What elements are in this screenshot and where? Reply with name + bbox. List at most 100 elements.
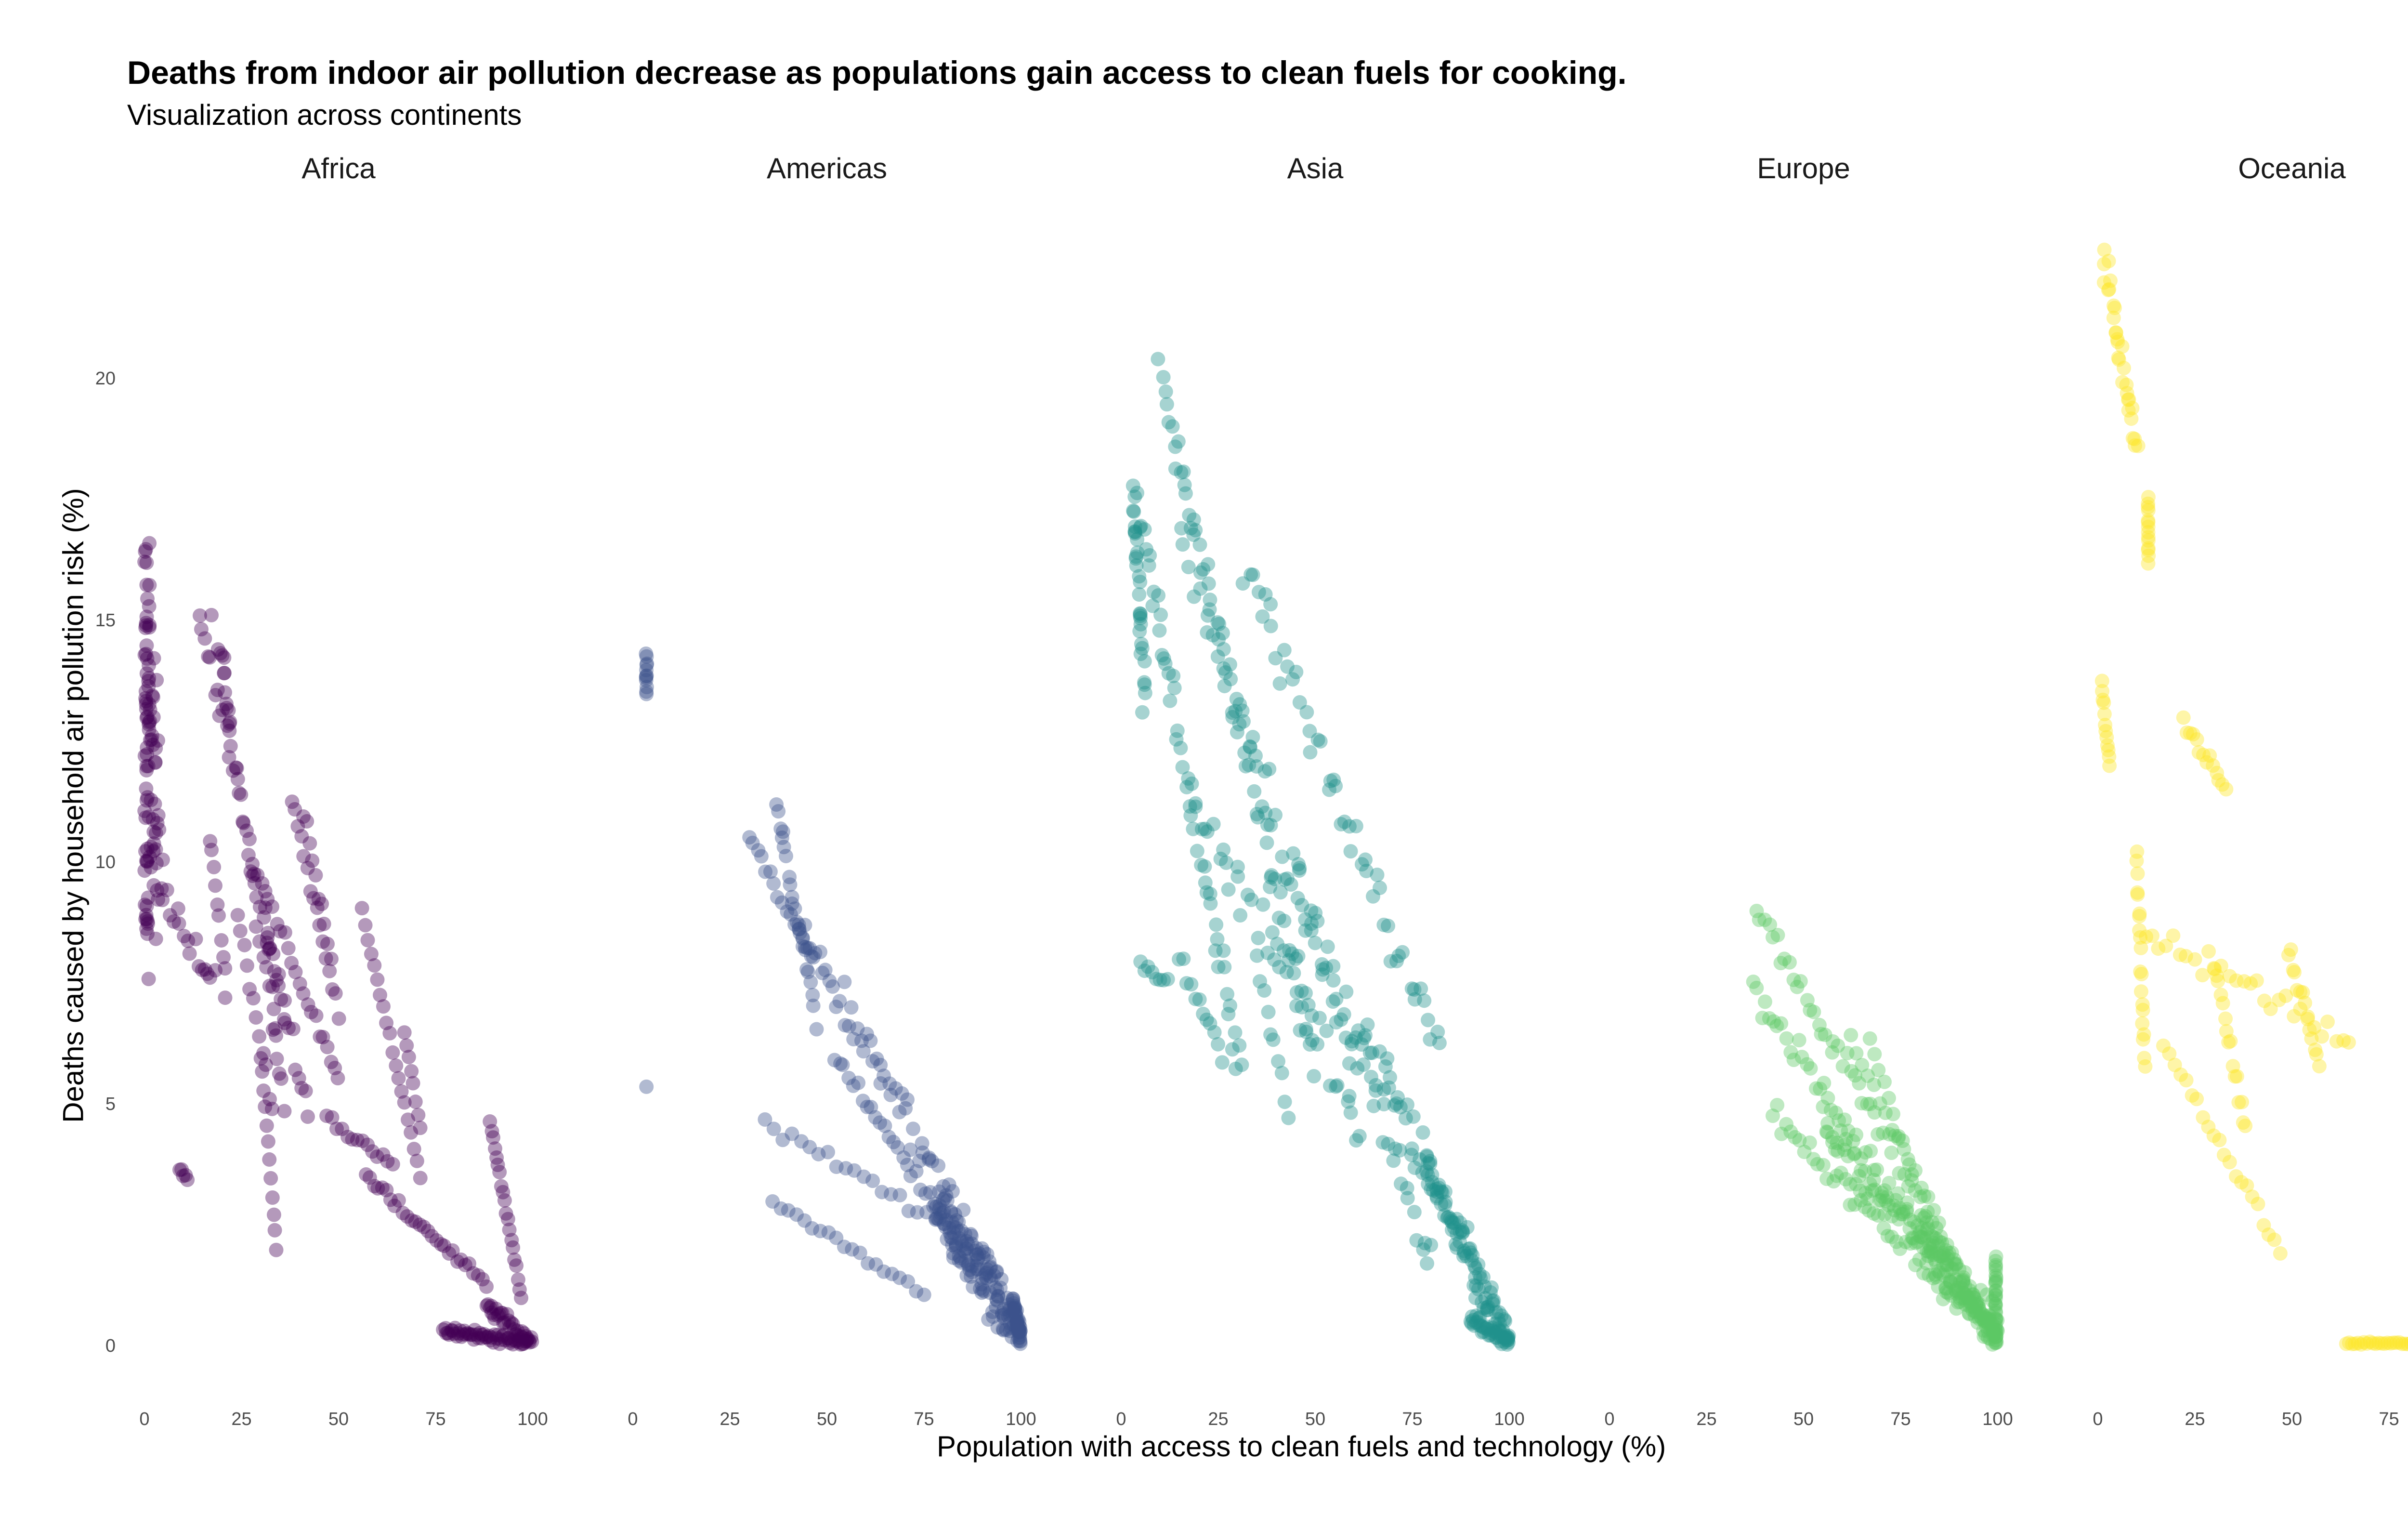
data-point [397,1025,412,1040]
data-point [2128,438,2143,453]
data-point [269,1052,284,1067]
data-point [1471,1282,1486,1297]
data-point [1940,1251,1955,1266]
data-point [892,1270,907,1285]
data-point [1133,520,1148,535]
data-point [1232,697,1247,712]
data-point [500,1212,515,1227]
data-point [487,1327,502,1342]
data-point [1982,1308,1997,1323]
data-point [2281,948,2296,963]
data-point [1009,1303,1024,1318]
data-point [1746,974,1761,989]
data-point [1381,919,1396,934]
data-point [923,1185,938,1200]
data-point [944,1231,959,1246]
data-point [1469,1308,1484,1323]
data-point [982,1261,997,1276]
data-point [309,1008,324,1023]
data-point [1456,1249,1471,1264]
data-point [1175,760,1190,775]
data-point [266,947,281,962]
data-point [1863,1096,1878,1111]
data-point [1965,1299,1980,1314]
data-point [2236,1115,2251,1130]
data-point [1833,1165,1848,1180]
data-point [1956,1274,1971,1289]
data-point [484,1305,499,1320]
data-point [1825,1045,1840,1060]
data-point [2141,489,2156,504]
data-point [1351,1023,1366,1038]
data-point [1931,1238,1946,1253]
data-point [1969,1298,1984,1313]
data-point [2097,707,2112,722]
data-point [1380,1051,1395,1066]
data-point [2139,929,2154,944]
data-point [1383,954,1398,969]
data-point [146,844,161,858]
data-point [1133,646,1148,661]
data-point [1484,1326,1499,1341]
data-point [250,868,265,883]
data-point [963,1227,978,1242]
data-point [944,1205,959,1220]
data-point [2369,1336,2383,1351]
data-point [1158,384,1173,399]
data-point [1129,558,1144,573]
data-point [1250,948,1265,963]
data-point [929,1211,944,1226]
data-point [1860,1068,1875,1083]
data-point [208,878,222,893]
data-point [1932,1249,1947,1264]
data-point [1495,1323,1510,1338]
data-point [1825,1130,1840,1145]
data-point [1908,1163,1923,1178]
data-point [841,1019,856,1034]
data-point [1255,609,1270,624]
data-point [1988,1287,2003,1302]
data-point [802,1140,817,1155]
data-point [821,1145,836,1160]
data-point [1133,608,1148,623]
data-point [1454,1223,1469,1238]
data-point [928,1212,943,1227]
data-point [1979,1287,1994,1302]
data-point [249,919,263,934]
data-point [139,763,154,778]
data-point [2207,961,2222,976]
data-point [1453,1225,1467,1240]
data-point [1989,1322,2004,1337]
data-point [1203,593,1217,607]
data-point [1280,871,1295,886]
data-point [1208,943,1223,958]
data-point [424,1229,439,1244]
data-point [2189,732,2204,747]
data-point [1988,1311,2003,1326]
data-point [1481,1322,1496,1337]
data-point [985,1309,1000,1324]
data-point [1334,1012,1348,1027]
data-point [1198,875,1213,890]
data-point [1877,1074,1892,1089]
data-point [990,1320,1005,1335]
data-point [933,1206,948,1221]
data-point [2407,1339,2408,1347]
data-point [2383,1336,2398,1351]
data-point [385,1157,400,1172]
data-point [258,884,273,898]
data-point [1343,844,1358,859]
data-point [507,1322,522,1337]
data-point [926,1199,941,1214]
data-point [145,688,160,703]
data-point [2129,853,2144,868]
data-point [1987,1327,2002,1342]
data-point [1849,1046,1864,1061]
data-point [1225,710,1240,725]
data-point [1908,1257,1923,1272]
data-point [2359,1336,2374,1351]
data-point [239,958,254,973]
data-point [1201,576,1216,591]
data-point [2287,965,2302,980]
data-point [1919,1244,1934,1259]
